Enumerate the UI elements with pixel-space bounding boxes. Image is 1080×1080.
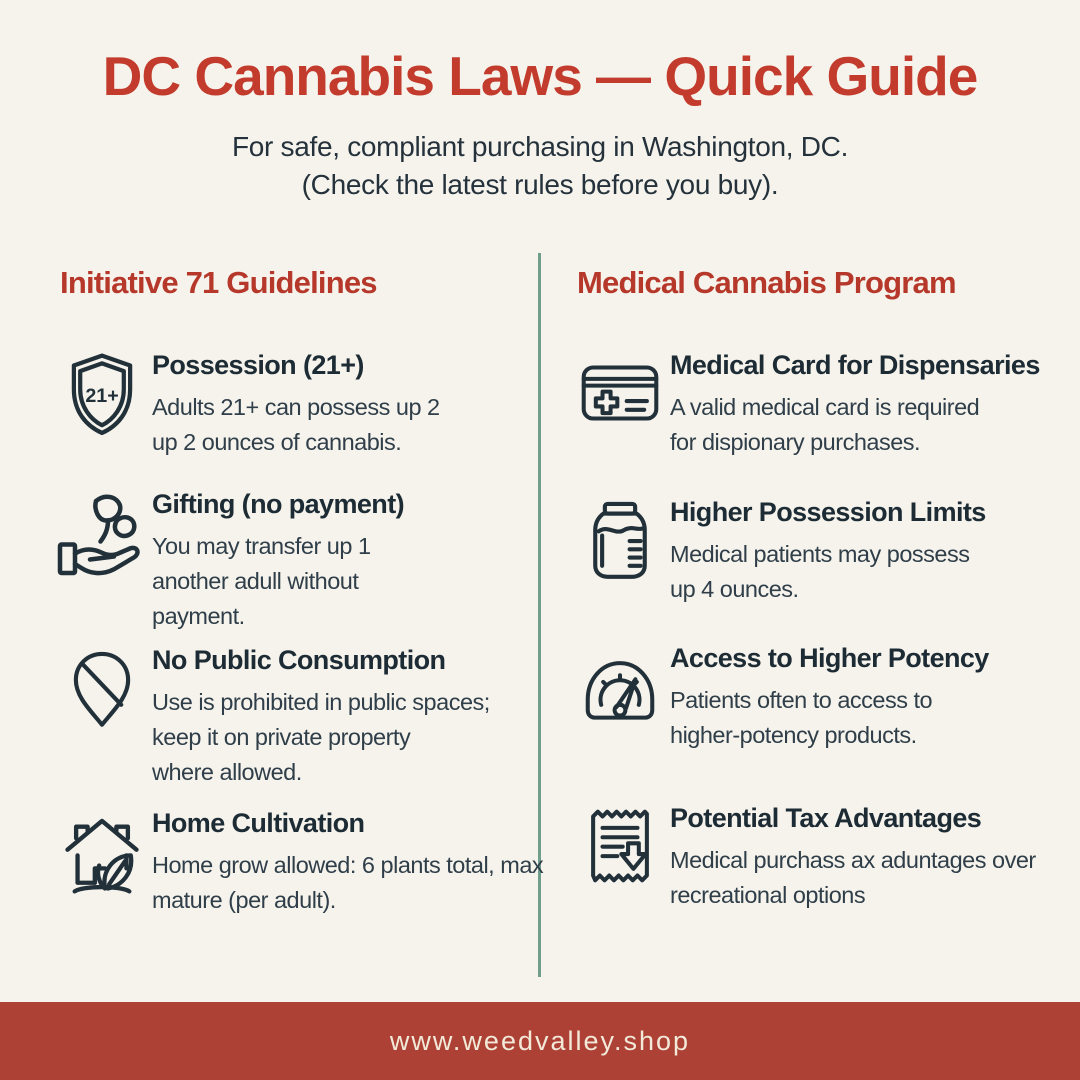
- item-body-line: Patients often to access to: [670, 687, 933, 713]
- item-body-line: You may transfer up 1: [152, 533, 371, 559]
- subtitle-line-1: For safe, compliant purchasing in Washin…: [231, 131, 849, 162]
- page-title: DC Cannabis Laws — Quick Guide: [102, 45, 979, 107]
- jar-icon: [593, 501, 647, 579]
- item-home-cultivation: Home Cultivation Home grow allowed: 6 pl…: [52, 808, 544, 918]
- potency-gauge-icon: [585, 661, 655, 720]
- icon-box: [570, 350, 670, 460]
- gift-hand-plant-icon: [57, 494, 140, 576]
- footer-url: www.weedvalley.shop: [389, 1025, 691, 1056]
- item-possession: 21+ Possession (21+) Adults 21+ can poss…: [52, 350, 440, 460]
- item-body-line: where allowed.: [152, 759, 302, 785]
- item-title: Higher Possession Limits: [670, 497, 986, 527]
- item-body-line: Medical purchass ax aduntages over: [670, 847, 1036, 873]
- item-no-public-consumption: No Public Consumption Use is prohibited …: [52, 645, 490, 790]
- item-body-line: up 4 ounces.: [670, 576, 799, 602]
- item-gifting: Gifting (no payment) You may transfer up…: [52, 489, 405, 634]
- icon-box: [52, 489, 152, 634]
- item-body-line: Medical patients may possess: [670, 541, 970, 567]
- right-column-heading: Medical Cannabis Program: [577, 265, 957, 300]
- icon-box: [570, 643, 670, 753]
- item-body-line: payment.: [152, 603, 245, 629]
- icon-box: [570, 803, 670, 913]
- item-body-line: recreational options: [670, 882, 866, 908]
- item-higher-limits: Higher Possession Limits Medical patient…: [570, 497, 986, 607]
- item-title: Gifting (no payment): [152, 489, 405, 519]
- item-title: Home Cultivation: [152, 808, 365, 838]
- left-column-heading: Initiative 71 Guidelines: [60, 265, 378, 300]
- item-title: No Public Consumption: [152, 645, 446, 675]
- item-title: Possession (21+): [152, 350, 364, 380]
- footer-band: www.weedvalley.shop: [0, 1002, 1080, 1080]
- tax-receipt-icon: [591, 809, 649, 883]
- icon-box: 21+: [52, 350, 152, 460]
- icon-box: [570, 497, 670, 607]
- icon-box: [52, 808, 152, 918]
- shield-21-icon: 21+: [71, 353, 133, 436]
- item-tax-advantages: Potential Tax Advantages Medical purchas…: [570, 803, 1036, 913]
- item-higher-potency: Access to Higher Potency Patients often …: [570, 643, 989, 753]
- item-body-line: keep it on private property: [152, 724, 411, 750]
- item-medical-card: Medical Card for Dispensaries A valid me…: [570, 350, 1040, 460]
- item-title: Access to Higher Potency: [670, 643, 989, 673]
- home-cultivation-icon: [65, 818, 139, 894]
- subtitle-line-2: (Check the latest rules before you buy).: [301, 169, 779, 200]
- icon-box: [52, 645, 152, 790]
- item-body-line: another adull without: [152, 568, 359, 594]
- item-body-line: A valid medical card is required: [670, 394, 980, 420]
- item-body-line: higher-potency products.: [670, 722, 917, 748]
- item-body-line: Adults 21+ can possess up 2: [152, 394, 440, 420]
- medical-card-icon: [581, 365, 659, 421]
- no-public-pin-icon: [73, 651, 131, 727]
- shield-badge-text: 21+: [85, 385, 118, 407]
- page-subtitle: For safe, compliant purchasing in Washin…: [0, 128, 1080, 204]
- item-body-line: up 2 ounces of cannabis.: [152, 429, 402, 455]
- item-body-line: mature (per adult).: [152, 887, 336, 913]
- column-divider: [538, 253, 541, 977]
- item-title: Medical Card for Dispensaries: [670, 350, 1040, 380]
- item-title: Potential Tax Advantages: [670, 803, 982, 833]
- item-body-line: Home grow allowed: 6 plants total, max: [152, 852, 544, 878]
- item-body-line: for dispionary purchases.: [670, 429, 921, 455]
- item-body-line: Use is prohibited in public spaces;: [152, 689, 490, 715]
